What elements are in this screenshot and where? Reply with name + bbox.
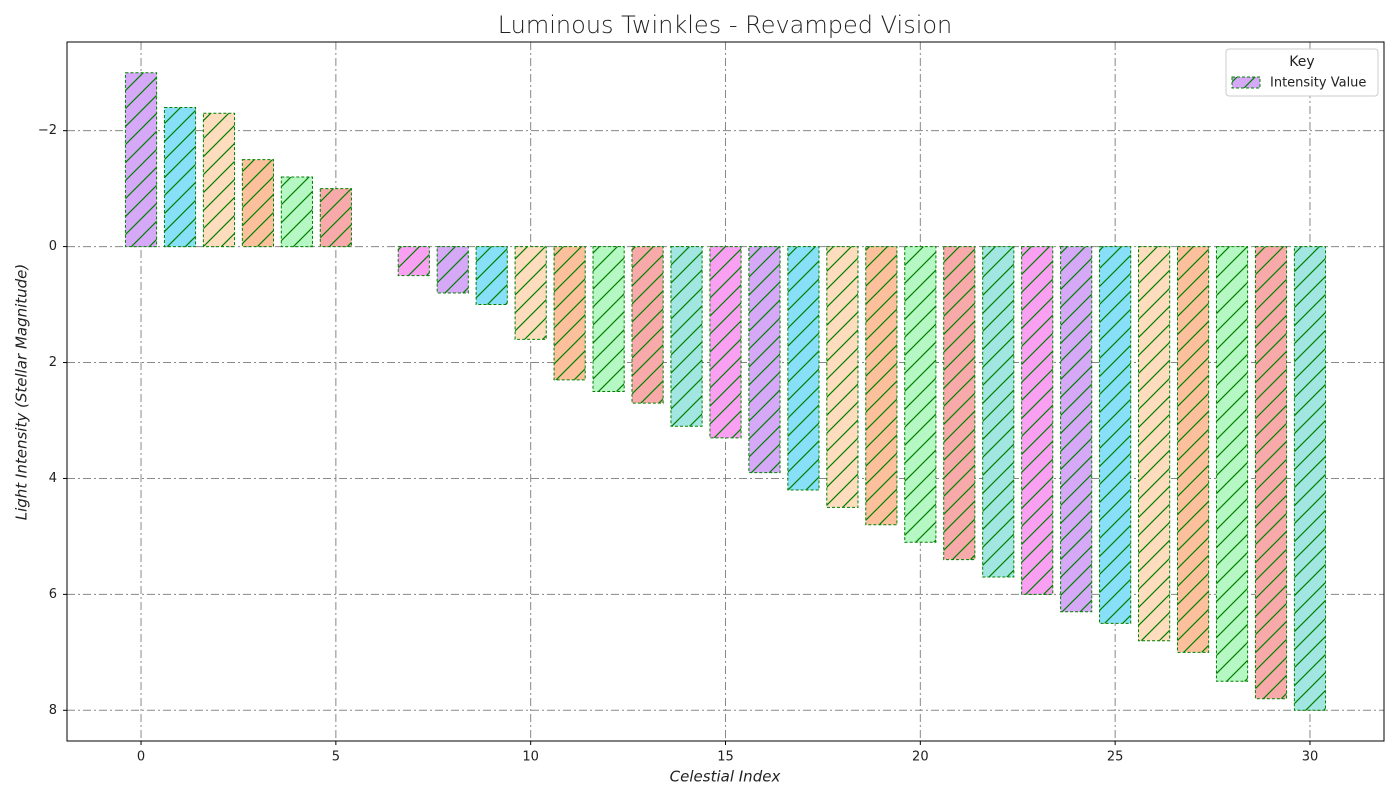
bar-hatch	[1216, 246, 1248, 682]
bar-hatch	[554, 246, 586, 380]
bar-hatch	[1294, 246, 1326, 711]
bar-hatch	[320, 188, 352, 247]
bar-hatch	[398, 246, 430, 276]
legend-swatch-hatch	[1232, 77, 1260, 88]
bar-hatch	[242, 159, 274, 247]
legend-title: Key	[1289, 54, 1314, 70]
x-tick-label: 25	[1107, 750, 1124, 765]
bar-hatch	[709, 246, 742, 438]
x-axis-label: Celestial Index	[670, 768, 781, 786]
bar-hatch	[982, 246, 1014, 577]
y-tick-label: 6	[49, 587, 57, 602]
bar-hatch	[1255, 246, 1287, 699]
y-tick-label: 2	[49, 355, 57, 370]
bar-hatch	[631, 246, 664, 404]
bar-hatch	[943, 246, 975, 560]
bar-hatch	[1060, 246, 1092, 612]
legend-label: Intensity Value	[1270, 76, 1366, 91]
y-tick-label: 8	[49, 703, 57, 718]
bar-hatch	[515, 246, 547, 340]
bar-hatch	[593, 246, 625, 392]
bar-hatch	[1099, 246, 1131, 624]
bar-hatch	[787, 246, 820, 491]
x-tick-label: 15	[717, 750, 734, 765]
x-tick-label: 0	[137, 750, 145, 765]
x-tick-label: 20	[912, 750, 929, 765]
bar-hatch	[865, 246, 897, 525]
bar-hatch	[1177, 246, 1209, 653]
bar-hatch	[281, 177, 313, 247]
legend-box	[1225, 48, 1379, 97]
x-tick-label: 30	[1302, 750, 1319, 765]
bar-hatch	[437, 246, 469, 293]
y-tick-label: 4	[49, 471, 57, 486]
chart-title: Luminous Twinkles - Revamped Vision	[498, 11, 953, 39]
bar-hatch	[1021, 246, 1053, 595]
bar-hatch	[476, 246, 508, 305]
y-axis-label: Light Intensity (Stellar Magnitude)	[13, 264, 31, 521]
bar-hatch	[203, 113, 235, 247]
plot-frame	[66, 41, 1385, 742]
bar-hatch	[826, 246, 858, 508]
x-tick-label: 10	[522, 750, 539, 765]
bar-hatch	[748, 246, 781, 473]
bar-hatch	[164, 107, 196, 247]
bar-hatch	[1138, 246, 1170, 641]
x-tick-label: 5	[332, 750, 340, 765]
bar-hatch	[904, 246, 936, 543]
y-tick-label: −2	[38, 123, 57, 138]
bar-hatch	[125, 72, 157, 247]
bar-hatch	[670, 246, 703, 427]
y-tick-label: 0	[49, 239, 57, 254]
